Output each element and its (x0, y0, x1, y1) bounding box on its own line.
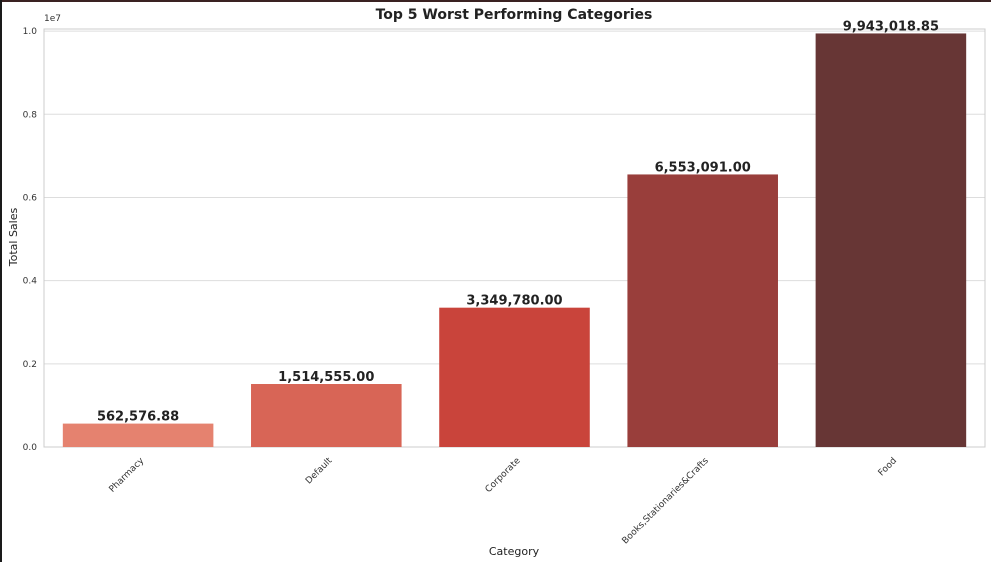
x-tick-label: Food (877, 456, 899, 478)
window-top-border (0, 0, 991, 2)
bar-value-label: 562,576.88 (97, 410, 179, 425)
chart-title: Top 5 Worst Performing Categories (376, 7, 653, 23)
x-tick-label: Default (304, 456, 335, 487)
x-tick-label: Pharmacy (108, 456, 147, 495)
bar (627, 174, 778, 447)
bar (62, 423, 214, 447)
y-tick-label: 0.6 (23, 193, 38, 203)
bar (439, 307, 590, 447)
y-axis-ticks: 0.0 0.2 0.4 0.6 0.8 1.0 (23, 27, 38, 453)
bar-value-label: 3,349,780.00 (466, 294, 562, 309)
bar (815, 33, 967, 448)
window-left-border (0, 0, 2, 562)
y-tick-label: 1.0 (23, 27, 38, 37)
bar (251, 384, 402, 447)
y-axis-title: Total Sales (7, 208, 20, 268)
y-tick-label: 0.8 (23, 110, 38, 120)
x-tick-label: Books,Stationaries&Crafts (621, 456, 711, 546)
x-axis-ticks: Pharmacy Default Corporate Books,Stationari… (108, 456, 900, 547)
y-tick-label: 0.0 (23, 443, 38, 453)
y-tick-label: 0.2 (23, 360, 37, 370)
y-tick-label: 0.4 (23, 277, 38, 287)
y-axis-offset-text: 1e7 (44, 14, 61, 24)
bars (62, 33, 967, 448)
bar-value-labels: 562,576.88 1,514,555.00 3,349,780.00 6,553,… (97, 19, 939, 424)
bar-value-label: 9,943,018.85 (843, 19, 939, 34)
bar-value-label: 6,553,091.00 (655, 160, 751, 175)
bar-value-label: 1,514,555.00 (278, 370, 374, 385)
x-axis-title: Category (489, 545, 540, 558)
x-tick-label: Corporate (484, 456, 523, 495)
